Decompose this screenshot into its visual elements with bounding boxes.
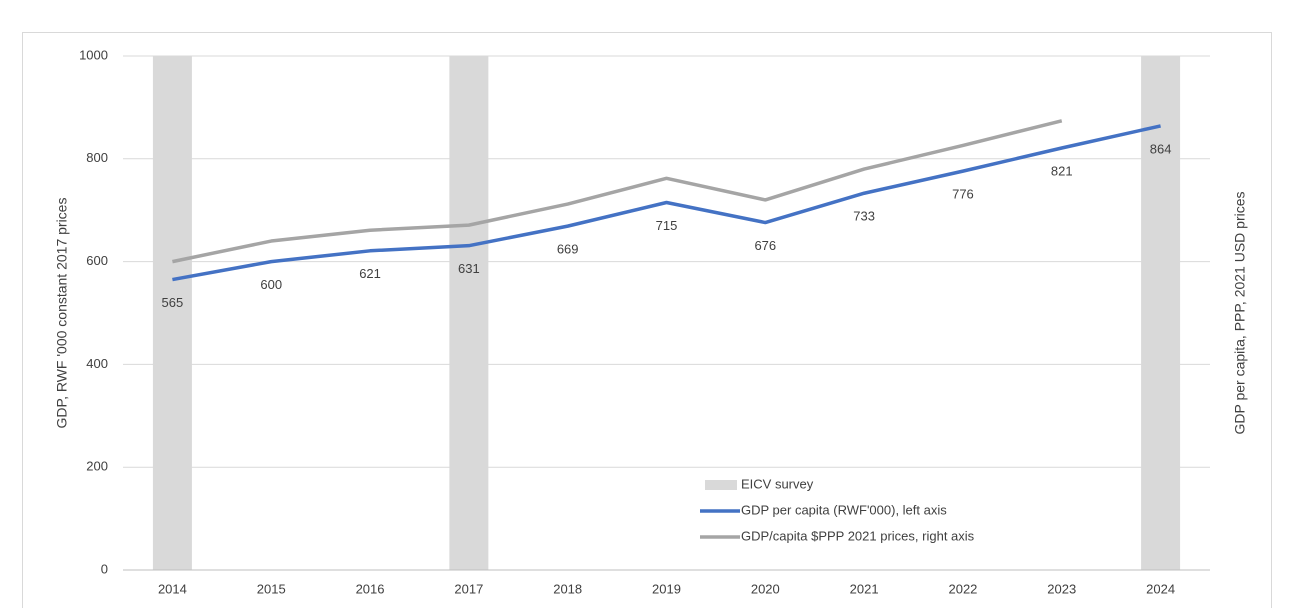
y-tick-label: 0 — [101, 561, 108, 576]
x-tick-label: 2016 — [356, 581, 385, 596]
data-label: 776 — [952, 187, 974, 202]
x-tick-label: 2024 — [1146, 581, 1175, 596]
data-label: 715 — [656, 218, 678, 233]
x-tick-label: 2021 — [850, 581, 879, 596]
legend-label: EICV survey — [741, 476, 814, 491]
survey-bar — [449, 56, 489, 570]
y-tick-label: 800 — [86, 150, 108, 165]
data-label: 864 — [1150, 141, 1172, 156]
x-tick-label: 2015 — [257, 581, 286, 596]
data-label: 821 — [1051, 163, 1073, 178]
legend-swatch — [705, 480, 737, 490]
data-label: 733 — [853, 209, 875, 224]
legend-label: GDP/capita $PPP 2021 prices, right axis — [741, 528, 975, 543]
y-axis-label: GDP, RWF '000 constant 2017 prices — [54, 198, 70, 429]
y-tick-label: 400 — [86, 356, 108, 371]
data-label: 631 — [458, 261, 480, 276]
y-tick-label: 600 — [86, 253, 108, 268]
y-tick-label: 200 — [86, 459, 108, 474]
legend-label: GDP per capita (RWF'000), left axis — [741, 502, 947, 517]
series-line — [172, 119, 1063, 264]
data-label: 676 — [754, 238, 776, 253]
data-label: 600 — [260, 277, 282, 292]
data-label: 565 — [162, 295, 184, 310]
survey-bar — [152, 56, 192, 570]
x-tick-label: 2022 — [948, 581, 977, 596]
x-tick-label: 2018 — [553, 581, 582, 596]
x-tick-label: 2014 — [158, 581, 187, 596]
data-label: 669 — [557, 242, 579, 257]
x-tick-label: 2017 — [454, 581, 483, 596]
data-label: 621 — [359, 266, 381, 281]
x-tick-label: 2020 — [751, 581, 780, 596]
y2-axis-label: GDP per capita, PPP, 2021 USD prices — [1232, 191, 1248, 434]
x-tick-label: 2023 — [1047, 581, 1076, 596]
y-tick-label: 1000 — [79, 47, 108, 62]
chart-frame — [22, 32, 1272, 608]
series-line — [172, 124, 1161, 282]
x-tick-label: 2019 — [652, 581, 681, 596]
survey-bar — [1141, 56, 1181, 570]
